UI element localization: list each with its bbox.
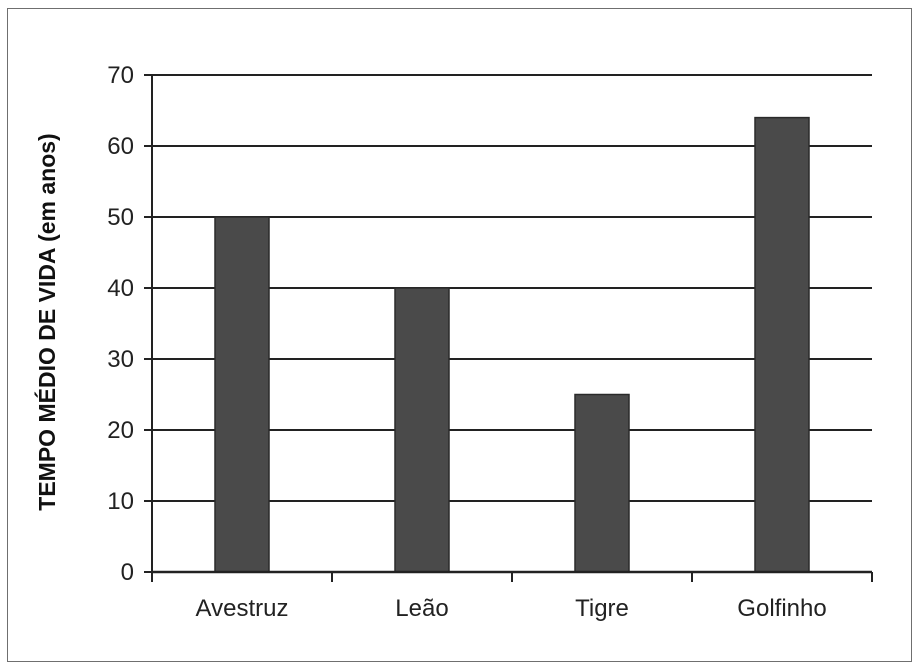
y-tick-label: 70 xyxy=(107,62,134,89)
bar xyxy=(214,216,270,573)
bars xyxy=(214,116,810,573)
x-category-label: Tigre xyxy=(575,595,629,622)
y-tick-label: 10 xyxy=(107,488,134,515)
y-axis-title: TEMPO MÉDIO DE VIDA (em anos) xyxy=(33,133,60,510)
bar xyxy=(574,393,630,573)
axes xyxy=(144,74,873,582)
bar xyxy=(754,116,810,573)
gridlines xyxy=(152,74,872,502)
x-category-labels: Avestruz Leão Tigre Golfinho xyxy=(196,595,827,622)
x-category-label: Avestruz xyxy=(196,595,289,622)
y-tick-label: 0 xyxy=(121,559,134,586)
y-tick-label: 50 xyxy=(107,204,134,231)
y-tick-label: 30 xyxy=(107,346,134,373)
x-category-label: Golfinho xyxy=(737,595,826,622)
y-tick-label: 40 xyxy=(107,275,134,302)
y-tick-label: 20 xyxy=(107,417,134,444)
bar xyxy=(394,287,450,573)
y-tick-label: 60 xyxy=(107,133,134,160)
x-category-label: Leão xyxy=(395,595,448,622)
y-tick-labels: 0 10 20 30 40 50 60 70 xyxy=(107,62,134,586)
